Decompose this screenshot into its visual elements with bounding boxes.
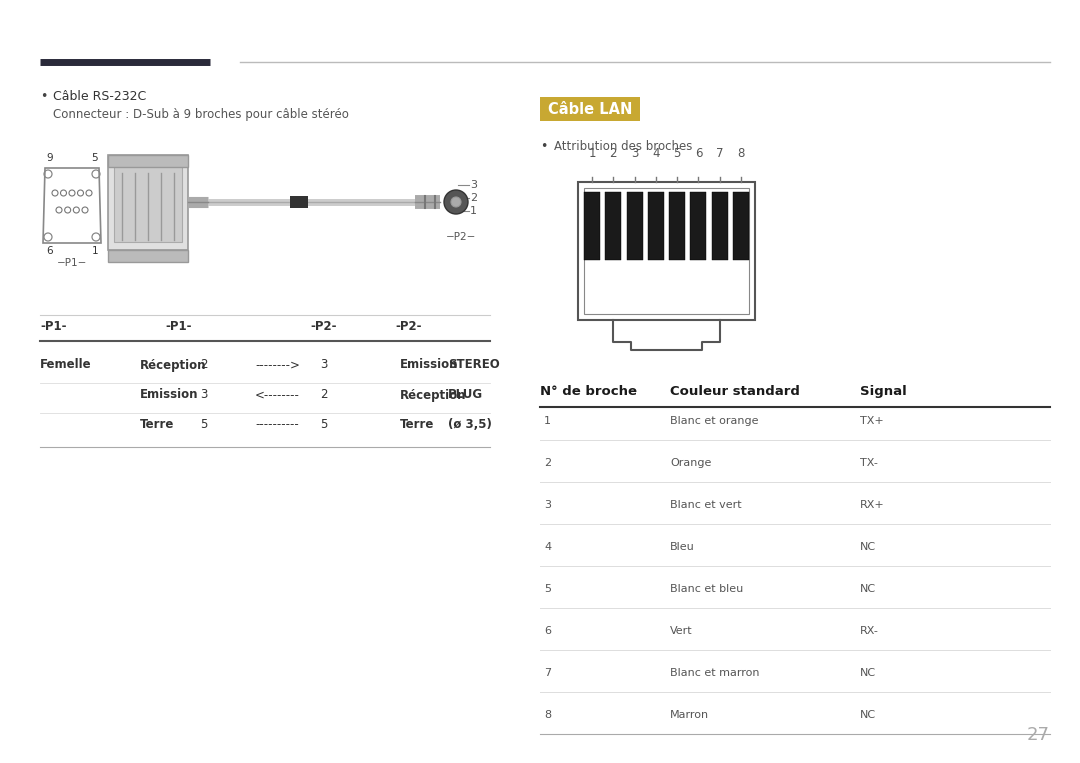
Text: TX-: TX- [860, 458, 878, 468]
Text: 6: 6 [544, 626, 551, 636]
Text: PLUG: PLUG [448, 388, 483, 401]
Bar [712, 192, 728, 260]
Text: Réception: Réception [400, 388, 467, 401]
Text: NC: NC [860, 584, 876, 594]
Bar [733, 192, 750, 260]
Text: 2: 2 [320, 388, 327, 401]
Bar [108, 155, 188, 167]
Bar [626, 192, 643, 260]
FancyBboxPatch shape [108, 155, 188, 250]
Text: Marron: Marron [670, 710, 710, 720]
Text: Femelle: Femelle [40, 359, 92, 372]
Text: STEREO: STEREO [448, 359, 500, 372]
Bar [291, 196, 308, 208]
Text: Bleu: Bleu [670, 542, 694, 552]
Circle shape [444, 190, 468, 214]
Text: NC: NC [860, 710, 876, 720]
Text: 9: 9 [46, 153, 53, 163]
Text: 7: 7 [716, 147, 724, 160]
Text: RX-: RX- [860, 626, 879, 636]
Text: -P2-: -P2- [395, 320, 421, 333]
Text: Blanc et vert: Blanc et vert [670, 500, 742, 510]
Text: N° de broche: N° de broche [540, 385, 637, 398]
Text: 1: 1 [470, 206, 477, 216]
Text: 5: 5 [544, 584, 551, 594]
Text: Réception: Réception [140, 359, 206, 372]
Text: 6: 6 [694, 147, 702, 160]
Text: 3: 3 [631, 147, 638, 160]
Bar [690, 192, 706, 260]
Text: 5: 5 [320, 418, 327, 432]
Text: 2: 2 [470, 193, 477, 203]
Bar [584, 192, 600, 260]
Text: Emission: Emission [140, 388, 199, 401]
Text: •: • [540, 140, 548, 153]
Bar [605, 192, 621, 260]
Bar [540, 97, 640, 121]
Text: NC: NC [860, 668, 876, 678]
Text: Attribution des broches: Attribution des broches [554, 140, 692, 153]
Text: Blanc et orange: Blanc et orange [670, 416, 758, 426]
Bar [108, 250, 188, 262]
Text: 1: 1 [589, 147, 596, 160]
Text: -P1-: -P1- [165, 320, 191, 333]
Text: 5: 5 [92, 153, 98, 163]
Bar [670, 192, 685, 260]
Text: 3: 3 [200, 388, 207, 401]
Text: Blanc et bleu: Blanc et bleu [670, 584, 743, 594]
Text: Blanc et marron: Blanc et marron [670, 668, 759, 678]
Text: Orange: Orange [670, 458, 712, 468]
Text: Signal: Signal [860, 385, 907, 398]
Text: −P1−: −P1− [57, 258, 87, 268]
Text: Terre: Terre [140, 418, 174, 432]
Text: 3: 3 [320, 359, 327, 372]
Text: 27: 27 [1027, 726, 1050, 744]
Text: -------->: --------> [255, 359, 300, 372]
Text: 6: 6 [46, 246, 53, 256]
Text: 8: 8 [738, 147, 745, 160]
Text: TX+: TX+ [860, 416, 883, 426]
Text: Couleur standard: Couleur standard [670, 385, 800, 398]
Bar [578, 182, 755, 320]
Text: Terre: Terre [400, 418, 434, 432]
Text: Connecteur : D-Sub à 9 broches pour câble stéréo: Connecteur : D-Sub à 9 broches pour câbl… [53, 108, 349, 121]
Text: 4: 4 [544, 542, 551, 552]
Text: ----------: ---------- [255, 418, 299, 432]
Text: 4: 4 [652, 147, 660, 160]
Text: 2: 2 [609, 147, 617, 160]
Text: −P2−: −P2− [446, 232, 476, 242]
Text: 8: 8 [544, 710, 551, 720]
Text: 3: 3 [470, 180, 477, 190]
Text: Câble RS-232C: Câble RS-232C [53, 90, 146, 103]
Text: 1: 1 [544, 416, 551, 426]
Bar [114, 163, 183, 242]
Text: 2: 2 [200, 359, 207, 372]
Text: Câble LAN: Câble LAN [548, 101, 632, 117]
Text: <--------: <-------- [255, 388, 300, 401]
Text: NC: NC [860, 542, 876, 552]
Circle shape [451, 197, 461, 207]
Text: -P2-: -P2- [310, 320, 337, 333]
Text: Emission: Emission [400, 359, 459, 372]
Bar [584, 188, 750, 314]
Text: (ø 3,5): (ø 3,5) [448, 418, 491, 432]
Text: -P1-: -P1- [40, 320, 67, 333]
Text: Vert: Vert [670, 626, 692, 636]
Text: •: • [40, 90, 48, 103]
Text: RX+: RX+ [860, 500, 885, 510]
Text: 1: 1 [92, 246, 98, 256]
Text: 5: 5 [200, 418, 207, 432]
Text: 5: 5 [674, 147, 680, 160]
Bar [648, 192, 664, 260]
Text: 7: 7 [544, 668, 551, 678]
Text: 3: 3 [544, 500, 551, 510]
Text: 2: 2 [544, 458, 551, 468]
